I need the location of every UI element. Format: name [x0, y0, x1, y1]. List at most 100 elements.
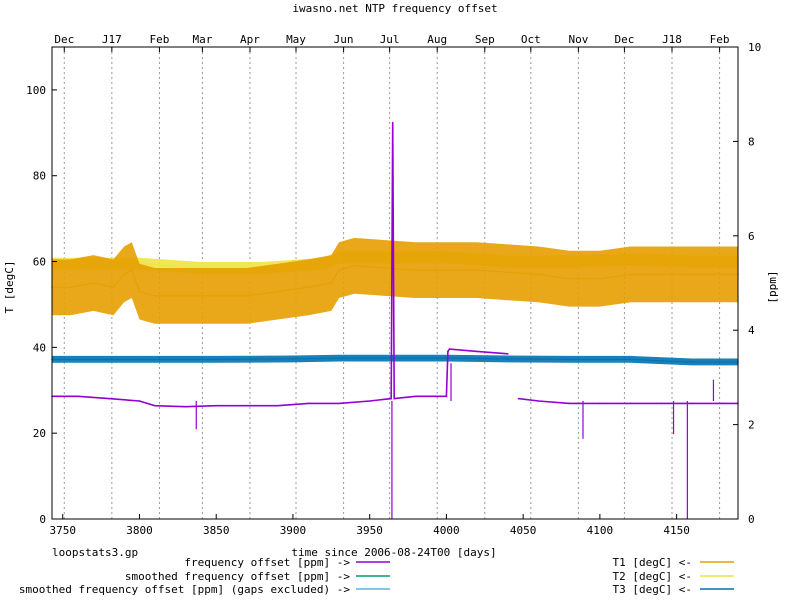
- data-point: [599, 277, 601, 280]
- series-1: [51, 237, 739, 324]
- month-tick-label: Jul: [380, 33, 400, 46]
- series-band: [52, 354, 738, 366]
- x-tick-label: 3900: [280, 524, 307, 537]
- x-tick-label: 3800: [126, 524, 153, 537]
- data-point: [215, 295, 218, 297]
- y-right-tick-label: 2: [748, 419, 755, 432]
- y-right-tick-label: 4: [748, 324, 755, 337]
- x-tick-label: 4050: [510, 524, 537, 537]
- data-point: [391, 121, 394, 124]
- data-point: [276, 290, 279, 293]
- data-point: [138, 290, 141, 293]
- y-left-tick-label: 60: [33, 256, 46, 269]
- legend-label: smoothed frequency offset [ppm] ->: [125, 570, 351, 583]
- x-tick-label: 4000: [433, 524, 460, 537]
- data-point: [568, 277, 570, 280]
- data-point: [721, 402, 724, 405]
- data-point: [517, 397, 520, 400]
- y-right-tick-label: 0: [748, 513, 755, 526]
- plot-frame: [51, 46, 739, 520]
- y-axis-left-label: T [degC]: [3, 261, 16, 314]
- data-point: [660, 402, 663, 405]
- data-point: [506, 353, 509, 355]
- month-tick-label: J17: [102, 33, 122, 46]
- y-left-tick-label: 20: [33, 427, 46, 440]
- series-band: [52, 237, 738, 324]
- data-point: [629, 402, 632, 405]
- series-layer: [51, 121, 739, 519]
- legend-label: T2 [degC] <-: [613, 570, 692, 583]
- y-left-tick-label: 80: [33, 170, 46, 183]
- data-point: [338, 269, 340, 271]
- data-point: [138, 400, 141, 402]
- data-point: [448, 348, 451, 350]
- data-point: [353, 265, 356, 267]
- data-point: [307, 402, 310, 405]
- x-axis-label: time since 2006-08-24T00 [days]: [291, 546, 496, 559]
- data-point: [476, 350, 478, 353]
- data-point: [246, 295, 248, 297]
- data-point: [506, 271, 509, 274]
- data-point: [131, 269, 133, 271]
- data-point: [123, 273, 125, 276]
- month-tick-label: Dec: [54, 33, 74, 46]
- month-tick-label: Feb: [149, 33, 169, 46]
- data-point: [537, 400, 540, 402]
- data-point: [184, 405, 187, 408]
- data-point: [414, 269, 417, 271]
- legend-label: T1 [degC] <-: [613, 556, 692, 569]
- data-point: [69, 286, 72, 289]
- month-tick-label: Nov: [568, 33, 588, 46]
- month-tick-label: May: [286, 33, 306, 46]
- data-point: [161, 295, 164, 297]
- y-right-tick-label: 6: [748, 230, 755, 243]
- data-point: [568, 402, 570, 405]
- legend-label: T3 [degC] <-: [613, 583, 692, 596]
- data-point: [506, 358, 509, 360]
- y-left-tick-label: 40: [33, 341, 46, 354]
- data-point: [154, 404, 156, 407]
- y-axis-right-label: [ppm]: [766, 270, 779, 303]
- data-point: [307, 286, 310, 289]
- data-point: [691, 402, 693, 405]
- data-point: [445, 395, 448, 398]
- data-point: [568, 358, 570, 361]
- data-point: [154, 295, 156, 297]
- data-point: [447, 350, 449, 353]
- data-point: [537, 273, 540, 276]
- data-point: [384, 267, 386, 269]
- x-tick-label: 4100: [587, 524, 614, 537]
- data-point: [138, 358, 141, 361]
- month-tick-label: Oct: [521, 33, 541, 46]
- data-point: [184, 295, 187, 297]
- data-point: [629, 273, 632, 276]
- data-point: [338, 402, 340, 405]
- data-point: [246, 404, 248, 407]
- month-tick-label: Dec: [614, 33, 634, 46]
- data-point: [629, 358, 632, 361]
- data-point: [107, 397, 110, 400]
- y-right-tick-label: 8: [748, 135, 755, 148]
- data-point: [414, 395, 417, 398]
- data-point: [330, 282, 333, 284]
- x-tick-label: 3850: [203, 524, 230, 537]
- data-point: [77, 395, 79, 398]
- series-line: [518, 397, 738, 405]
- series-line: [52, 357, 738, 363]
- legend: frequency offset [ppm] ->smoothed freque…: [19, 556, 734, 596]
- footer-script-name: loopstats3.gp: [52, 546, 138, 559]
- month-tick-label: Mar: [192, 33, 212, 46]
- data-point: [338, 357, 340, 359]
- data-point: [691, 361, 693, 363]
- x-tick-label: 4150: [663, 524, 690, 537]
- data-point: [368, 400, 371, 402]
- y-left-tick-label: 0: [39, 513, 46, 526]
- month-tick-label: Aug: [427, 33, 447, 46]
- x-tick-label: 3750: [49, 524, 76, 537]
- y-right-tick-label: 10: [748, 41, 761, 54]
- data-point: [112, 286, 115, 289]
- y-axis-left: 0 20 40 60 80 100: [26, 84, 57, 526]
- data-point: [721, 273, 724, 276]
- month-axis: Dec J17 Feb Mar Apr May Jun Jul Aug Sep Oct Nov Dec J…: [54, 33, 730, 52]
